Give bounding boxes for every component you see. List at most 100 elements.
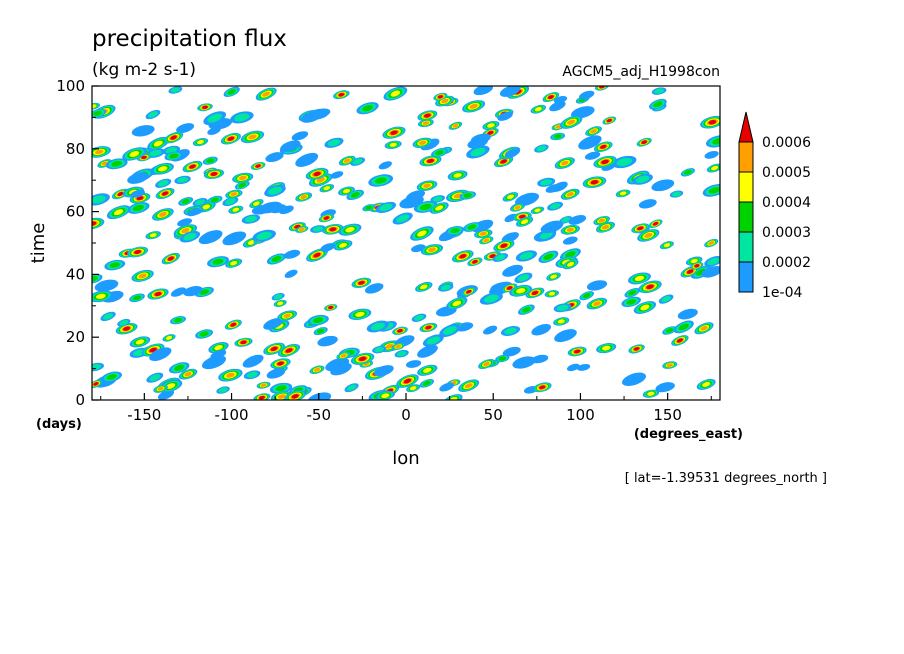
precip-contour-level-4 xyxy=(702,381,711,387)
precip-contour-level-3 xyxy=(181,198,190,204)
precip-contour-level-3 xyxy=(626,299,637,305)
precip-contour-level-5 xyxy=(700,325,708,331)
precip-contour-level-5 xyxy=(260,383,267,387)
precip-contour-level-1 xyxy=(499,86,521,97)
precip-contour-level-6 xyxy=(547,95,554,100)
precip-contour-level-6 xyxy=(652,221,659,226)
precip-contour-level-2 xyxy=(414,314,424,321)
precip-contour-level-5 xyxy=(157,386,164,391)
precip-contour-level-1 xyxy=(540,220,564,234)
precip-contour-level-5 xyxy=(138,273,147,279)
precip-contour-level-3 xyxy=(210,197,219,203)
precip-contour-level-4 xyxy=(567,261,575,267)
precip-contour-level-6 xyxy=(573,349,581,354)
precip-contour-level-1 xyxy=(364,283,384,294)
precip-contour-level-2 xyxy=(346,384,357,391)
precip-contour-level-3 xyxy=(435,150,444,156)
precip-contour-level-3 xyxy=(174,364,185,371)
precip-contour-level-6 xyxy=(117,191,124,197)
precip-contour-level-2 xyxy=(504,327,517,335)
precip-contour-level-6 xyxy=(258,395,266,400)
precip-contour-level-6 xyxy=(313,252,321,258)
precip-contour-level-5 xyxy=(184,371,192,377)
precip-contour-level-6 xyxy=(423,113,431,118)
precip-contour-level-6 xyxy=(397,329,403,333)
precip-contour-level-4 xyxy=(355,311,365,317)
precip-contour-level-4 xyxy=(550,274,557,279)
precip-contour-level-3 xyxy=(212,258,224,265)
x-tick-label: -100 xyxy=(215,406,249,424)
precip-contour-level-1 xyxy=(584,151,601,160)
precip-contour-level-6 xyxy=(590,180,599,185)
precip-contour-level-1 xyxy=(638,199,657,209)
colorbar-band xyxy=(738,261,754,293)
precip-contour-level-5 xyxy=(601,224,610,230)
precip-contour-level-3 xyxy=(565,251,576,258)
y-axis-label: time xyxy=(28,223,49,264)
precip-contour-level-1 xyxy=(149,347,172,362)
precip-contour-level-2 xyxy=(443,326,457,335)
precip-contour-level-4 xyxy=(548,291,556,296)
precip-contour-level-6 xyxy=(93,382,99,386)
precip-contour-level-6 xyxy=(539,385,546,390)
precip-contour-level-2 xyxy=(183,232,197,241)
precip-contour-level-1 xyxy=(317,335,338,347)
precip-contour-level-5 xyxy=(514,205,521,210)
precip-contour-level-1 xyxy=(549,101,566,112)
precip-contour-level-6 xyxy=(240,340,247,345)
precip-contour-level-3 xyxy=(206,158,215,164)
colorbar-label: 0.0004 xyxy=(762,195,811,211)
colorbar-label: 0.0002 xyxy=(762,255,811,271)
precip-contour-level-6 xyxy=(646,284,654,290)
colorbar-band xyxy=(738,201,754,233)
precip-contour-level-1 xyxy=(207,127,221,135)
precip-contour-level-6 xyxy=(285,348,293,353)
precip-contour-level-2 xyxy=(426,336,441,345)
precip-contour-level-5 xyxy=(441,98,449,104)
precip-contour-level-2 xyxy=(246,371,258,378)
precip-contour-level-5 xyxy=(644,232,653,238)
precip-contour-level-5 xyxy=(479,231,487,236)
precip-contour-level-6 xyxy=(641,140,648,145)
precip-contour-level-6 xyxy=(472,259,478,264)
precip-contour-level-4 xyxy=(113,209,124,216)
precip-contour-level-6 xyxy=(637,226,644,231)
precip-contour-level-1 xyxy=(502,264,523,277)
precip-contour-level-6 xyxy=(426,158,435,164)
precip-contour-level-1 xyxy=(187,208,202,217)
precip-contour-level-1 xyxy=(130,189,146,198)
precip-contour-level-1 xyxy=(284,269,298,278)
precip-contour-level-4 xyxy=(253,201,260,206)
precip-contour-level-4 xyxy=(663,243,671,248)
precip-contour-level-6 xyxy=(291,394,299,399)
precip-contour-level-5 xyxy=(277,394,286,399)
precip-contour-level-5 xyxy=(395,344,402,349)
precip-contour-level-1 xyxy=(553,96,568,104)
precip-contour-level-1 xyxy=(127,172,149,184)
precip-contour-level-6 xyxy=(425,325,432,330)
precip-contour-level-4 xyxy=(338,242,348,248)
precip-contour-level-1 xyxy=(405,190,426,202)
precip-contour-level-1 xyxy=(504,148,521,158)
precip-contour-level-6 xyxy=(600,144,607,149)
precip-contour-level-6 xyxy=(694,264,700,268)
precip-contour-level-2 xyxy=(273,294,283,300)
precip-contour-level-6 xyxy=(210,172,218,176)
precip-contour-level-3 xyxy=(467,224,477,230)
precip-contour-level-4 xyxy=(389,142,397,147)
precip-contour-level-6 xyxy=(437,95,444,99)
precip-contour-level-1 xyxy=(176,123,195,134)
precip-contour-level-6 xyxy=(506,286,513,290)
precip-contour-level-6 xyxy=(390,130,398,135)
precip-contour-level-6 xyxy=(633,347,640,351)
x-axis: -150 -100 -50 0 50 100 150 xyxy=(100,393,712,424)
precip-contour-level-2 xyxy=(635,175,650,183)
precip-contour-level-2 xyxy=(540,179,553,186)
precip-contour-level-1 xyxy=(531,323,552,336)
precip-contour-level-4 xyxy=(506,194,514,200)
precip-contour-level-3 xyxy=(106,374,117,380)
precip-contour-level-1 xyxy=(502,346,521,357)
precip-contour-level-1 xyxy=(489,281,513,296)
y-axis-unit: (days) xyxy=(36,417,82,432)
